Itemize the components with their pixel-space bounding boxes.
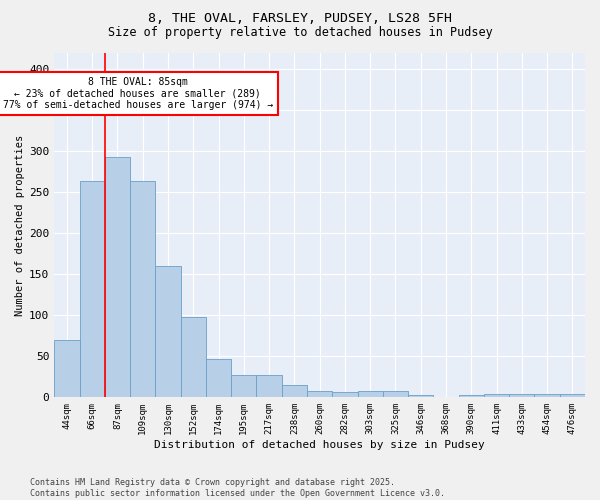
- Bar: [560, 394, 585, 398]
- Text: Size of property relative to detached houses in Pudsey: Size of property relative to detached ho…: [107, 26, 493, 39]
- Bar: [181, 317, 206, 398]
- Bar: [105, 157, 130, 398]
- X-axis label: Distribution of detached houses by size in Pudsey: Distribution of detached houses by size …: [154, 440, 485, 450]
- Bar: [282, 385, 307, 398]
- Bar: [80, 182, 105, 398]
- Bar: [256, 375, 282, 398]
- Bar: [231, 375, 256, 398]
- Bar: [155, 266, 181, 398]
- Bar: [383, 391, 408, 398]
- Bar: [408, 395, 433, 398]
- Bar: [358, 391, 383, 398]
- Bar: [332, 392, 358, 398]
- Bar: [307, 391, 332, 398]
- Y-axis label: Number of detached properties: Number of detached properties: [15, 134, 25, 316]
- Bar: [206, 358, 231, 398]
- Text: Contains HM Land Registry data © Crown copyright and database right 2025.
Contai: Contains HM Land Registry data © Crown c…: [30, 478, 445, 498]
- Bar: [484, 394, 509, 398]
- Bar: [458, 395, 484, 398]
- Bar: [130, 182, 155, 398]
- Text: 8, THE OVAL, FARSLEY, PUDSEY, LS28 5FH: 8, THE OVAL, FARSLEY, PUDSEY, LS28 5FH: [148, 12, 452, 26]
- Bar: [509, 394, 535, 398]
- Bar: [54, 340, 80, 398]
- Text: 8 THE OVAL: 85sqm
← 23% of detached houses are smaller (289)
77% of semi-detache: 8 THE OVAL: 85sqm ← 23% of detached hous…: [2, 77, 273, 110]
- Bar: [535, 394, 560, 398]
